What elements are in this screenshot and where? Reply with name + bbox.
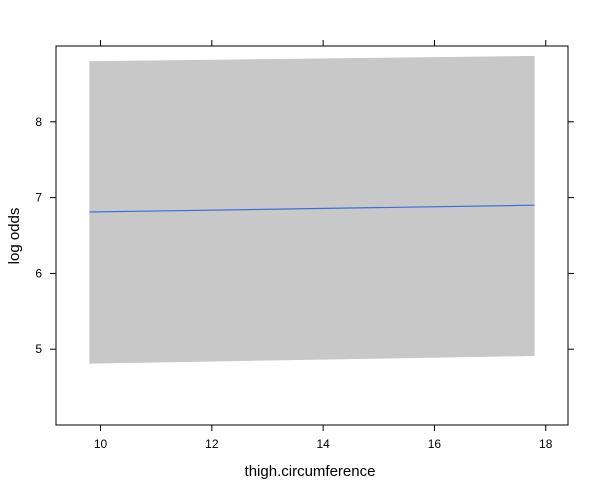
y-tick-label-8: 8: [35, 115, 42, 129]
y-tick-label-6: 6: [35, 266, 42, 280]
y-axis-label: log odds: [6, 208, 23, 265]
y-tick-label-5: 5: [35, 342, 42, 356]
x-tick-label-10: 10: [94, 437, 108, 451]
x-axis-label: thigh.circumference: [245, 463, 376, 480]
fit-line-1: [89, 204, 535, 213]
x-tick-label-16: 16: [428, 437, 442, 451]
y-tick-label-7: 7: [35, 191, 42, 205]
x-tick-label-12: 12: [205, 437, 219, 451]
x-tick-label-14: 14: [316, 437, 330, 451]
x-tick-label-18: 18: [539, 437, 553, 451]
plot-panel: [55, 45, 569, 426]
confidence-band: [89, 55, 535, 364]
